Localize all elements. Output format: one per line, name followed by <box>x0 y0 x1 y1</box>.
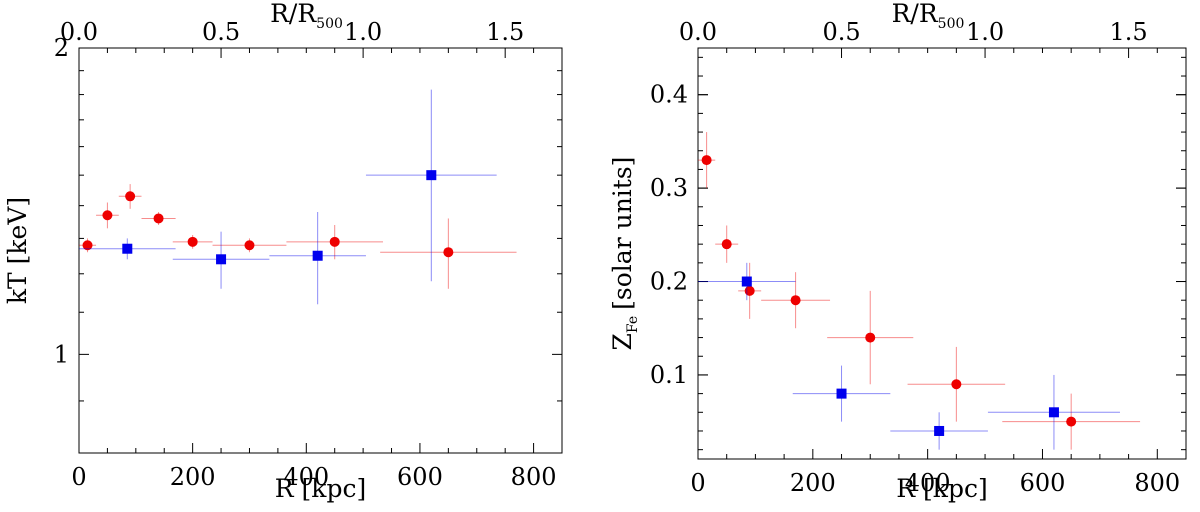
data-point-square <box>836 388 847 399</box>
data-point-square <box>426 170 437 181</box>
y-axis-title: ZFe [solar units] <box>608 157 641 351</box>
y-tick-label: 0.3 <box>650 174 688 202</box>
data-point-circle <box>329 236 340 247</box>
x-tick-label: 200 <box>170 463 216 491</box>
x-tick-label: 400 <box>283 463 329 491</box>
top-x-axis-title-main: R/R <box>892 0 939 28</box>
data-point-circle <box>1066 416 1077 427</box>
y-tick-label: 0.1 <box>650 361 688 389</box>
chart-panel-1: 0 200 400 600 800 0.0 0.5 1.0 1.5 1 2 R [kpc] R/R500… <box>3 0 563 503</box>
top-x-tick-label: 0.0 <box>679 18 717 46</box>
data-point-circle <box>187 236 198 247</box>
top-x-tick-label: 1.0 <box>344 18 382 46</box>
top-x-tick-label: 0.5 <box>822 18 860 46</box>
data-point-circle <box>790 295 801 306</box>
data-point-circle <box>443 247 454 258</box>
y-tick-label: 1 <box>54 340 69 368</box>
x-tick-label: 600 <box>397 463 443 491</box>
x-tick-label: 600 <box>1020 469 1066 497</box>
series-red-circles <box>79 184 517 289</box>
x-tick-label: 0 <box>690 469 705 497</box>
y-axis-title-main: Z <box>608 333 637 350</box>
data-point-circle <box>951 379 962 390</box>
y-axis-title-sub: Fe <box>625 316 641 333</box>
chart-panel-2: 0 200 400 600 800 0.0 0.5 1.0 1.5 0.1 0.2 0.3 0.4 R [… <box>608 0 1187 503</box>
y-axis-title: kT [keV] <box>3 197 32 304</box>
data-point-square <box>934 425 945 436</box>
series-red-circles <box>698 132 1141 450</box>
top-x-tick-label: 0.5 <box>202 18 240 46</box>
series-blue-squares <box>79 89 497 305</box>
series-blue-squares <box>698 262 1120 450</box>
top-x-tick-label: 1.5 <box>486 18 524 46</box>
top-x-tick-label: 1.0 <box>966 18 1004 46</box>
data-point-square <box>1048 407 1059 418</box>
data-point-square <box>741 276 752 287</box>
x-tick-label: 400 <box>905 469 951 497</box>
plot-frame <box>697 47 1187 460</box>
top-x-axis-title-sub: 500 <box>938 16 965 32</box>
x-tick-label: 800 <box>1134 469 1180 497</box>
y-axis-title-suffix: [solar units] <box>608 157 637 310</box>
y-tick-label: 0.2 <box>650 268 688 296</box>
data-point-circle <box>153 213 164 224</box>
x-tick-label: 0 <box>71 463 86 491</box>
data-point-circle <box>721 239 732 250</box>
top-x-axis-title-main: R/R <box>270 0 317 28</box>
data-point-square <box>122 243 133 254</box>
data-point-circle <box>744 285 755 296</box>
plot-frame <box>78 47 563 454</box>
x-tick-label: 800 <box>511 463 557 491</box>
data-point-square <box>216 254 227 265</box>
x-tick-label: 200 <box>790 469 836 497</box>
data-point-circle <box>102 210 113 221</box>
data-point-circle <box>244 240 255 251</box>
data-point-circle <box>865 332 876 343</box>
top-x-tick-label: 1.5 <box>1110 18 1148 46</box>
data-point-circle <box>125 191 136 202</box>
y-axis-title-main: kT [keV] <box>3 197 32 304</box>
data-point-circle <box>82 240 93 251</box>
data-point-circle <box>701 155 712 166</box>
top-x-tick-label: 0.0 <box>60 18 98 46</box>
y-tick-label: 0.4 <box>650 81 688 109</box>
x-axis-title: R [kpc] <box>275 474 366 503</box>
x-axis-title: R [kpc] <box>896 474 987 503</box>
data-point-square <box>312 250 323 261</box>
top-x-axis-title: R/R500 <box>892 0 965 32</box>
top-x-axis-title-sub: 500 <box>316 16 343 32</box>
y-tick-label: 2 <box>54 34 69 62</box>
top-x-axis-title: R/R500 <box>270 0 343 32</box>
